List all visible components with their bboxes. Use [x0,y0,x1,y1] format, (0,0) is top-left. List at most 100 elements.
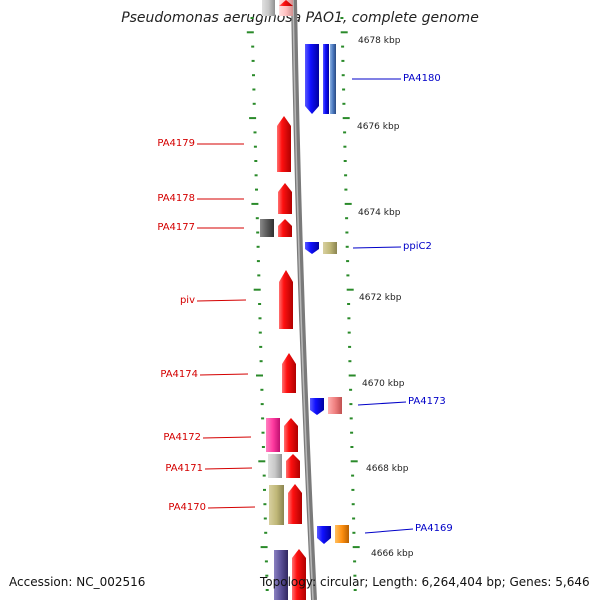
gene-pa4177[interactable] [278,219,292,237]
right-tick [350,431,354,434]
left-tick [246,31,254,34]
left-tick [260,388,264,391]
gene-ppic2-khaki[interactable] [323,242,337,254]
left-tick [261,446,265,448]
gene-bottom-purple[interactable] [274,550,288,600]
right-tick [340,31,348,34]
left-tick [253,288,261,291]
accession-text: Accession: NC_002516 [9,575,146,589]
left-tick [265,574,269,577]
gene-pa4179[interactable] [277,116,291,172]
gene-top-gray[interactable] [262,0,275,16]
gene-pa4169-orange[interactable] [335,525,349,543]
pa4169-leader [364,528,414,534]
gene-pa4173-pink[interactable] [328,397,342,414]
left-tick [256,374,263,377]
right-tick [345,245,349,248]
gene-pa4170[interactable] [288,484,302,524]
gene-label-pa4173[interactable]: PA4173 [408,396,446,407]
gene-ppic2[interactable] [305,242,319,254]
gene-label-pa4171[interactable]: PA4171 [165,463,203,474]
gene-pa4180-c[interactable] [330,44,336,114]
right-tick [350,460,358,463]
gene-pa4170-khaki[interactable] [269,485,284,525]
left-tick [255,188,258,191]
right-tick [342,102,346,105]
right-gene-labels: PA4180 ppiC2 PA4173 PA4169 [352,73,453,534]
right-tick [349,403,353,406]
right-tick [346,274,350,277]
scale-label-4678: 4678 kbp [358,36,401,46]
left-tick [253,131,257,134]
gene-top-red-arrow[interactable] [279,0,293,6]
gene-pa4177-dark[interactable] [260,219,274,237]
right-tick [341,59,345,62]
gene-pa4173[interactable] [310,398,324,415]
gene-label-pa4178[interactable]: PA4178 [157,193,195,204]
left-tick [249,117,257,120]
left-tick [264,531,268,534]
right-tick [342,88,346,91]
scale-label-4670: 4670 kbp [362,379,405,389]
gene-label-piv[interactable]: piv [180,295,195,306]
gene-label-pa4180[interactable]: PA4180 [403,73,441,84]
gene-pa4178[interactable] [278,183,292,214]
gene-label-pa4177[interactable]: PA4177 [157,222,195,233]
right-tick-marks [340,17,360,591]
left-tick [260,403,264,406]
right-tick [351,474,355,477]
right-tick [348,360,352,363]
gene-pa4171-gray[interactable] [268,454,282,478]
gene-label-pa4169[interactable]: PA4169 [415,523,453,534]
gene-label-ppic2[interactable]: ppiC2 [403,241,432,252]
left-tick [261,431,265,434]
gene-pa4171[interactable] [286,454,300,478]
right-tick [348,374,356,377]
right-tick [345,217,349,220]
right-tick [347,303,351,305]
right-tick [342,117,350,120]
left-tick [256,245,260,248]
right-tick [347,317,351,320]
right-tick [353,589,357,591]
left-tick [251,59,255,62]
piv-leader [196,299,247,302]
left-tick [258,303,262,305]
left-gene-labels: PA4179 PA4178 PA4177 piv PA4174 PA4172 P… [157,138,256,513]
left-tick [251,202,259,205]
left-tick [256,260,260,263]
right-tick [345,231,349,234]
gene-piv[interactable] [279,270,293,329]
gene-label-pa4172[interactable]: PA4172 [163,432,201,443]
topology-summary: Topology: circular; Length: 6,264,404 bp… [260,575,590,589]
gene-pa4180[interactable] [305,44,319,114]
right-tick [341,45,345,48]
pa4171-leader [204,467,253,470]
left-tick [252,74,255,77]
gene-label-pa4179[interactable]: PA4179 [157,138,195,149]
right-tick [344,202,352,205]
left-tick [265,589,269,591]
gene-label-pa4174[interactable]: PA4174 [160,369,198,380]
gene-pa4172-pink[interactable] [266,418,280,452]
scale-label-4668: 4668 kbp [366,464,409,474]
scale-label-4676: 4676 kbp [357,122,400,132]
gene-bottom-red[interactable] [292,549,306,600]
left-tick [262,474,266,477]
right-tick [349,417,353,420]
left-tick [254,174,258,177]
left-tick [259,345,263,348]
right-tick [351,488,355,491]
gene-pa4174[interactable] [282,353,296,393]
left-tick [258,460,266,463]
left-tick [261,417,265,420]
right-tick [352,517,356,520]
right-tick [344,188,348,191]
gene-pa4169[interactable] [317,526,331,544]
gene-pa4172[interactable] [284,418,298,452]
left-tick [256,231,260,234]
gene-label-pa4170[interactable]: PA4170 [168,502,206,513]
left-tick-marks [246,17,269,591]
right-tick [343,145,347,148]
gene-pa4180-b[interactable] [323,44,329,114]
